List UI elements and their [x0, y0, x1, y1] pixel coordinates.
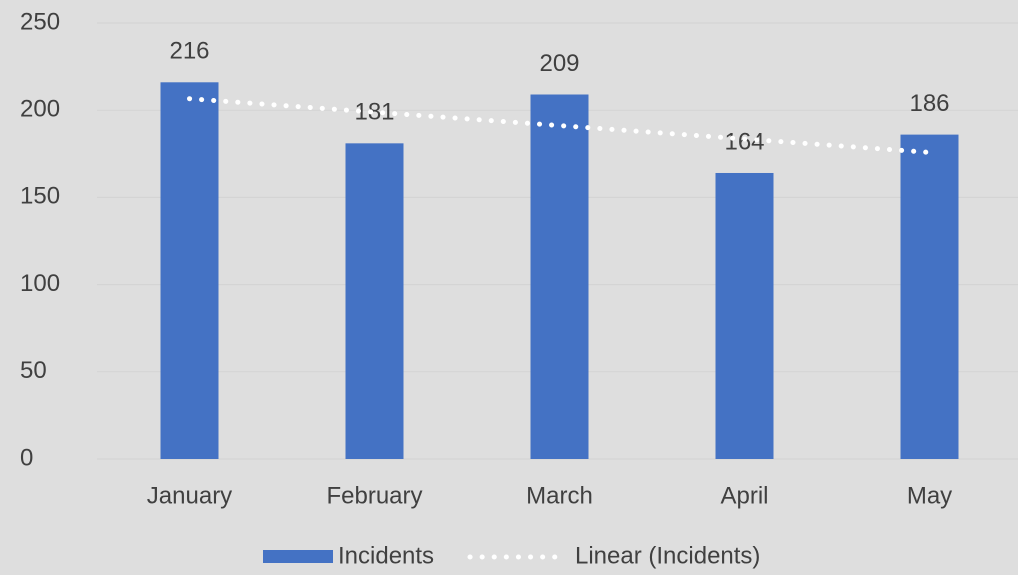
data-label: 181: [354, 99, 394, 126]
x-tick-label: February: [326, 482, 422, 509]
data-label: 186: [909, 90, 949, 117]
legend-label: Linear (Incidents): [575, 542, 760, 569]
bar: [345, 143, 404, 459]
trendline: [187, 96, 932, 155]
x-tick-label: April: [720, 482, 768, 509]
bar: [160, 82, 219, 460]
x-tick-label: May: [907, 482, 952, 509]
data-label: 216: [169, 38, 209, 65]
x-tick-label: March: [526, 482, 593, 509]
y-tick-label: 0: [20, 444, 33, 471]
y-tick-label: 150: [20, 183, 60, 210]
legend-swatch: [263, 550, 333, 563]
bar: [715, 172, 774, 459]
bar: [530, 94, 589, 459]
x-tick-label: January: [147, 482, 232, 509]
y-tick-label: 250: [20, 8, 60, 35]
y-tick-label: 200: [20, 96, 60, 123]
y-tick-label: 50: [20, 357, 47, 384]
data-label: 164: [724, 128, 764, 155]
bar: [900, 134, 959, 459]
legend-label: Incidents: [338, 542, 434, 569]
data-label: 209: [539, 50, 579, 77]
y-tick-label: 100: [20, 270, 60, 297]
